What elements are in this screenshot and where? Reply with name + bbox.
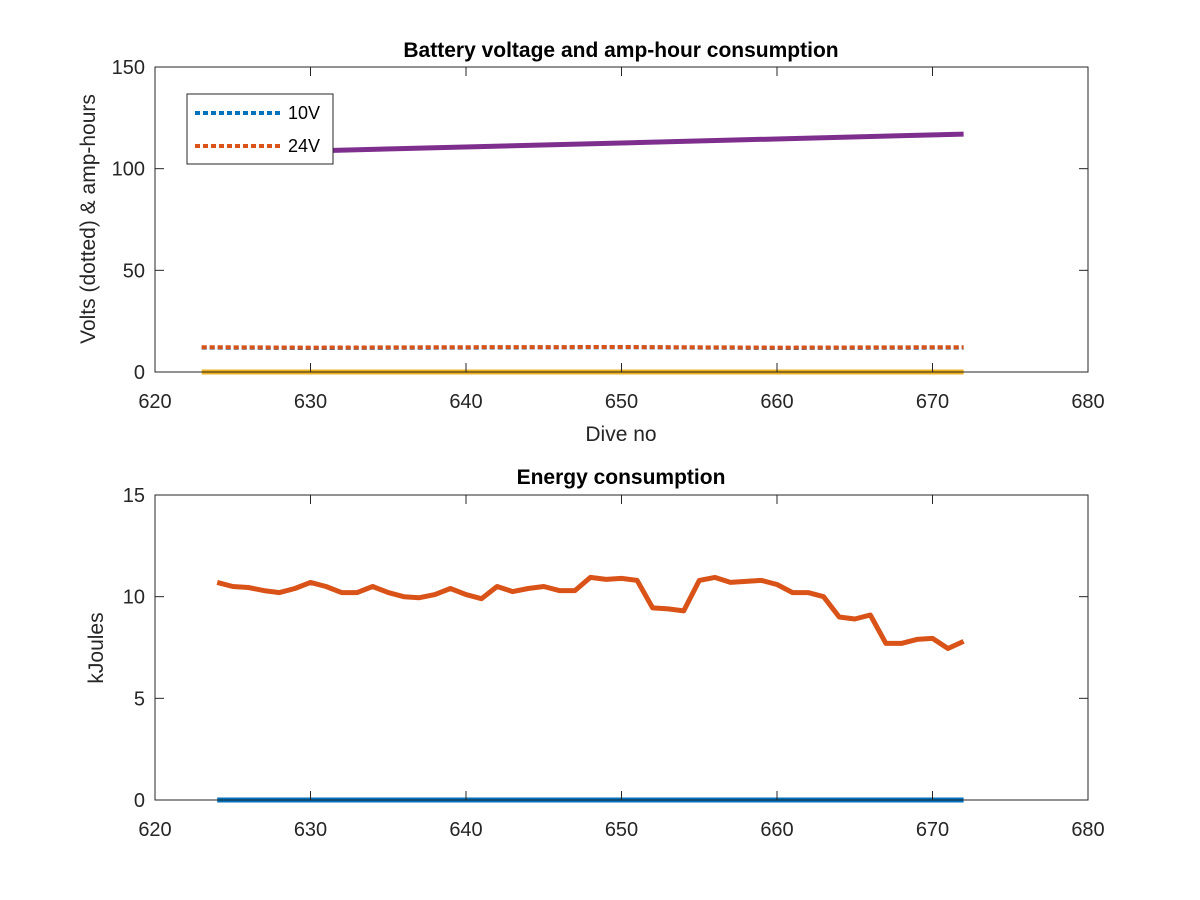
y-axis-label: kJoules bbox=[85, 612, 108, 683]
legend-label-10v: 10V bbox=[288, 103, 320, 123]
x-tick-label: 630 bbox=[294, 391, 327, 413]
y-tick-label: 10 bbox=[123, 587, 145, 609]
y-tick-label: 150 bbox=[112, 57, 145, 79]
plot-title: Battery voltage and amp-hour consumption bbox=[403, 39, 838, 62]
series-line-24v bbox=[201, 345, 964, 350]
voltage-amphour-plot: Battery voltage and amp-hour consumption… bbox=[77, 39, 1105, 446]
ticks-layer: 620 630 640 650 660 670 680 0 50 100 150 bbox=[112, 57, 1105, 413]
x-tick-label: 620 bbox=[138, 391, 171, 413]
y-tick-label: 50 bbox=[123, 260, 145, 282]
x-tick-label: 660 bbox=[760, 391, 793, 413]
x-tick-label: 670 bbox=[916, 391, 949, 413]
x-tick-label: 620 bbox=[138, 819, 171, 841]
x-axis-label: Dive no bbox=[585, 423, 656, 446]
series-line-1 bbox=[216, 574, 965, 651]
x-tick-label: 680 bbox=[1071, 391, 1104, 413]
legend-label-24v: 24V bbox=[288, 136, 320, 156]
x-tick-label: 670 bbox=[916, 819, 949, 841]
energy-plot: Energy consumption 620 630 640 650 660 670 680… bbox=[85, 466, 1105, 841]
y-tick-label: 5 bbox=[134, 688, 145, 710]
legend: 10V 24V bbox=[186, 93, 334, 165]
y-tick-label: 15 bbox=[123, 485, 145, 507]
x-tick-label: 660 bbox=[760, 819, 793, 841]
x-tick-label: 650 bbox=[605, 819, 638, 841]
y-axis-label: Volts (dotted) & amp-hours bbox=[77, 94, 100, 344]
legend-box bbox=[186, 93, 334, 165]
series-line-2 bbox=[294, 131, 964, 154]
ticks-layer: 620 630 640 650 660 670 680 0 5 10 15 bbox=[123, 485, 1105, 841]
x-tick-label: 640 bbox=[449, 819, 482, 841]
y-tick-label: 0 bbox=[134, 362, 145, 384]
plot-title: Energy consumption bbox=[517, 466, 726, 489]
x-tick-label: 640 bbox=[449, 391, 482, 413]
x-tick-label: 680 bbox=[1071, 819, 1104, 841]
x-tick-label: 650 bbox=[605, 391, 638, 413]
y-tick-label: 100 bbox=[112, 159, 145, 181]
y-tick-label: 0 bbox=[134, 790, 145, 812]
x-tick-label: 630 bbox=[294, 819, 327, 841]
